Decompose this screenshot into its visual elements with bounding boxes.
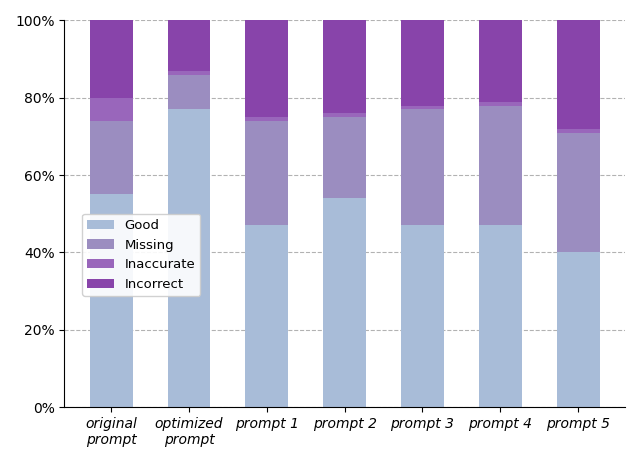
Bar <box>401 20 444 105</box>
Bar <box>401 105 444 109</box>
Bar <box>323 20 366 113</box>
Bar <box>557 133 600 252</box>
Bar <box>245 20 288 117</box>
Bar <box>557 252 600 407</box>
Bar <box>168 71 211 75</box>
Bar <box>479 225 522 407</box>
Bar <box>90 20 132 98</box>
Bar <box>479 102 522 105</box>
Bar <box>479 105 522 225</box>
Bar <box>401 225 444 407</box>
Bar <box>168 109 211 407</box>
Bar <box>323 198 366 407</box>
Bar <box>168 20 211 71</box>
Bar <box>557 20 600 129</box>
Bar <box>479 20 522 102</box>
Bar <box>168 75 211 109</box>
Bar <box>245 117 288 121</box>
Bar <box>323 113 366 117</box>
Bar <box>90 195 132 407</box>
Bar <box>323 117 366 198</box>
Legend: Good, Missing, Inaccurate, Incorrect: Good, Missing, Inaccurate, Incorrect <box>82 214 200 296</box>
Bar <box>557 129 600 133</box>
Bar <box>401 109 444 225</box>
Bar <box>90 121 132 195</box>
Bar <box>245 225 288 407</box>
Bar <box>90 98 132 121</box>
Bar <box>245 121 288 225</box>
